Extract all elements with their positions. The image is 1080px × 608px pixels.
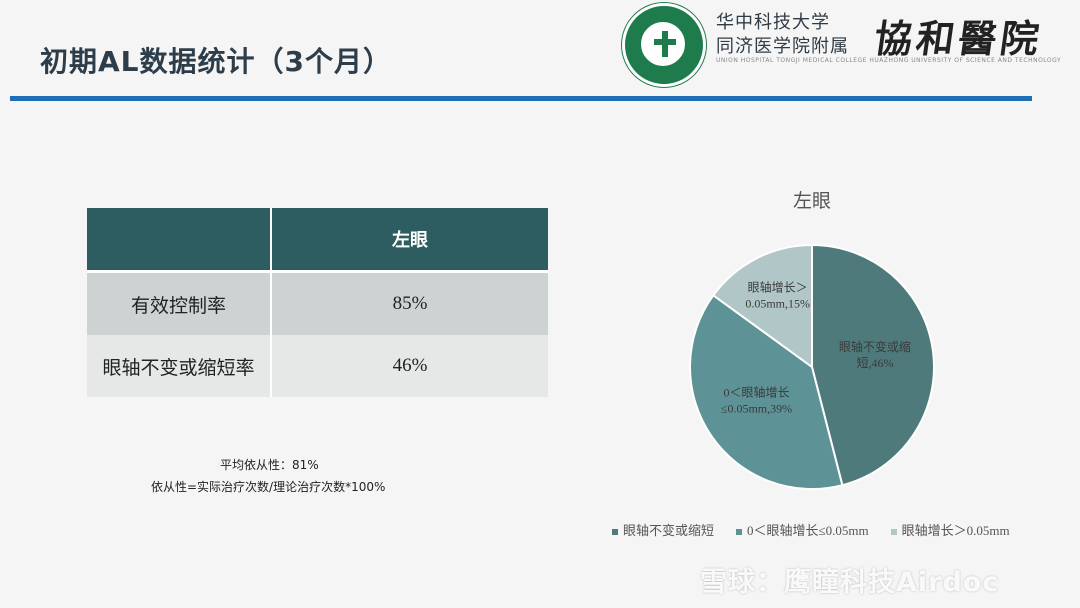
- legend-swatch: [890, 529, 897, 536]
- legend-label: 眼轴不变或缩短: [623, 523, 715, 538]
- logo-college: 同济医学院附属: [716, 36, 849, 57]
- pie-slice: [711, 243, 813, 369]
- legend-label: 0＜眼轴增长≤0.05mm: [747, 523, 869, 538]
- logo-university: 华中科技大学: [716, 12, 830, 33]
- header-band: [0, 0, 1080, 100]
- page-title: 初期AL数据统计（3个月）: [40, 45, 392, 78]
- avg-compliance-note: 平均依从性：81%: [220, 458, 319, 472]
- table-row: 眼轴不变或缩短率 46%: [87, 335, 548, 397]
- logo-calligraphy: 協和醫院: [871, 16, 1046, 61]
- logo-subtitle: UNION HOSPITAL TONGJI MEDICAL COLLEGE HU…: [716, 57, 1062, 64]
- row-label: 眼轴不变或缩短率: [87, 335, 272, 397]
- seal-inner: [639, 20, 687, 68]
- legend-item: 眼轴不变或缩短: [612, 520, 714, 539]
- row-value: 46%: [271, 335, 548, 397]
- row-value: 85%: [271, 270, 548, 335]
- seal-cross-bar: [654, 39, 676, 45]
- chart-legend: 眼轴不变或缩短 0＜眼轴增长≤0.05mm 眼轴增长＞0.05mm: [612, 520, 1032, 539]
- table-header-left-eye: 左眼: [271, 208, 548, 272]
- title-rule: [10, 96, 1032, 101]
- legend-item: 眼轴增长＞0.05mm: [890, 520, 1010, 539]
- pie-slice-label: 眼轴增长＞ 0.05mm,15%: [745, 280, 810, 311]
- table-header-blank: [87, 208, 272, 272]
- pie-slice: [811, 243, 935, 487]
- legend-label: 眼轴增长＞0.05mm: [901, 523, 1010, 538]
- pie-slice: [689, 293, 844, 490]
- legend-swatch: [612, 529, 618, 536]
- stats-table: 左眼 有效控制率 85% 眼轴不变或缩短率 46%: [87, 208, 548, 397]
- legend-item: 0＜眼轴增长≤0.05mm: [736, 520, 869, 539]
- compliance-formula-note: 依从性=实际治疗次数/理论治疗次数*100%: [151, 480, 386, 494]
- pie-slice-label: 眼轴不变或缩短,46%: [839, 339, 911, 370]
- row-label: 有效控制率: [87, 270, 272, 335]
- table-row: 有效控制率 85%: [87, 270, 548, 335]
- pie-chart: 眼轴不变或缩短,46% 0＜眼轴增长≤0.05mm,39% 眼轴增长＞ 0.05mm,…: [689, 243, 935, 490]
- chart-title: 左眼: [793, 191, 832, 212]
- table-header-row: 左眼: [87, 208, 548, 272]
- hospital-seal-logo: [622, 3, 706, 87]
- legend-swatch: [736, 529, 743, 536]
- pie-slice-label: 0＜眼轴增长≤0.05mm,39%: [721, 385, 792, 416]
- watermark: 雪球：鹰瞳科技Airdoc: [700, 567, 1000, 598]
